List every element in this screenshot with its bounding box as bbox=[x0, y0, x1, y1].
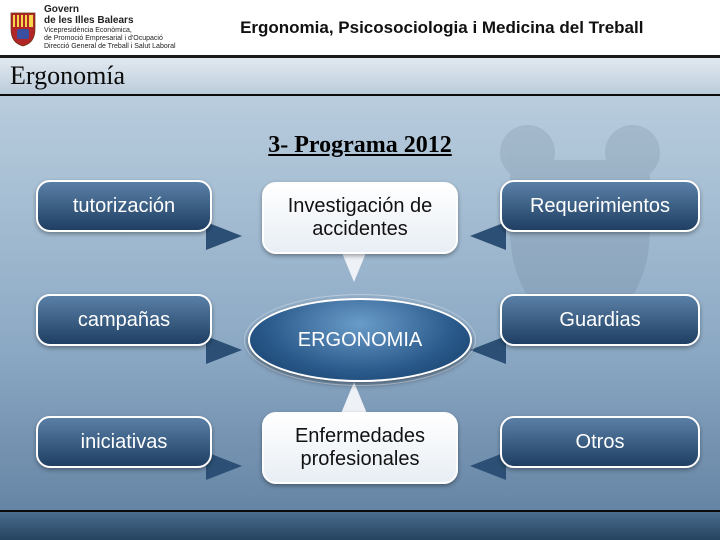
callout-label-otros: Otros bbox=[576, 431, 625, 454]
org-sub3: Direcció General de Treball i Salut Labo… bbox=[44, 43, 176, 51]
section-title-row: Ergonomía bbox=[0, 58, 720, 96]
center-ellipse-label: ERGONOMIA bbox=[298, 329, 422, 352]
callout-label-guardias: Guardias bbox=[559, 309, 640, 332]
footer-bar bbox=[0, 510, 720, 540]
callout-tutorizacion: tutorización bbox=[36, 180, 212, 232]
callout-pointer-tutorizacion bbox=[206, 222, 242, 250]
gov-logo-text: Govern de les Illes Balears Vicepresidèn… bbox=[44, 4, 176, 51]
section-title: Ergonomía bbox=[10, 61, 125, 91]
header-title: Ergonomia, Psicosociologia i Medicina de… bbox=[184, 18, 720, 38]
subtitle: 3- Programa 2012 bbox=[268, 132, 452, 158]
callout-pointer-enfermedades bbox=[340, 382, 368, 416]
center-ellipse: ERGONOMIA bbox=[248, 298, 472, 382]
callout-label-tutorizacion: tutorización bbox=[73, 195, 175, 218]
callout-label-campanas: campañas bbox=[78, 309, 170, 332]
callout-otros: Otros bbox=[500, 416, 700, 468]
header: Govern de les Illes Balears Vicepresidèn… bbox=[0, 0, 720, 58]
callout-label-iniciativas: iniciativas bbox=[81, 431, 168, 454]
callout-pointer-campanas bbox=[206, 336, 242, 364]
callout-campanas: campañas bbox=[36, 294, 212, 346]
callout-guardias: Guardias bbox=[500, 294, 700, 346]
org-sub1: Vicepresidència Econòmica, bbox=[44, 27, 176, 35]
callout-investigacion: Investigación de accidentes bbox=[262, 182, 458, 254]
subtitle-wrap: 3- Programa 2012 bbox=[0, 132, 720, 159]
callout-pointer-requerimientos bbox=[470, 222, 506, 250]
callout-iniciativas: iniciativas bbox=[36, 416, 212, 468]
org-sub2: de Promoció Empresarial i d'Ocupació bbox=[44, 35, 176, 43]
callout-enfermedades: Enfermedades profesionales bbox=[262, 412, 458, 484]
callout-requerimientos: Requerimientos bbox=[500, 180, 700, 232]
callout-label-investigacion: Investigación de accidentes bbox=[272, 195, 448, 241]
callout-label-requerimientos: Requerimientos bbox=[530, 195, 670, 218]
org-line1: Govern bbox=[44, 4, 79, 15]
gov-logo-block: Govern de les Illes Balears Vicepresidèn… bbox=[0, 0, 184, 55]
slide: Govern de les Illes Balears Vicepresidèn… bbox=[0, 0, 720, 540]
crest-icon bbox=[8, 9, 38, 47]
org-line2: de les Illes Balears bbox=[44, 15, 134, 26]
callout-label-enfermedades: Enfermedades profesionales bbox=[272, 425, 448, 471]
